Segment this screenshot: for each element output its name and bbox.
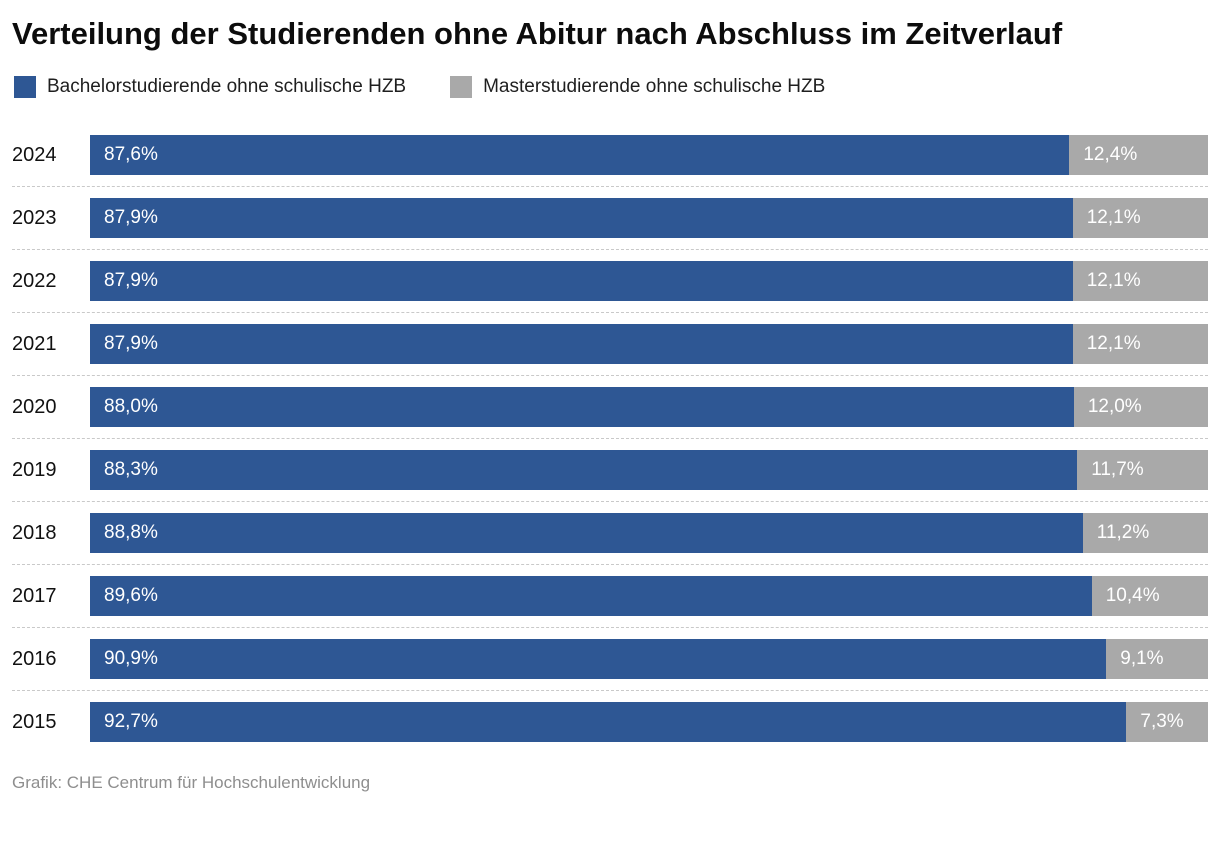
bar-segment-bachelor: 87,9% [90,198,1073,239]
year-label: 2022 [12,269,57,292]
bar-value-label: 7,3% [1140,711,1184,733]
chart-rows: 2024 87,6% 12,4% 2023 87,9% 12,1% 2022 87,9% 12,… [12,124,1208,753]
bar-segment-bachelor: 88,8% [90,513,1083,554]
bar-segment-master: 12,0% [1073,387,1208,428]
bar-value-label: 87,9% [104,270,158,292]
year-label: 2019 [12,458,57,481]
bar-track: 90,9% 9,1% [90,639,1208,680]
year-label: 2015 [12,710,57,733]
legend-swatch-icon [14,76,36,99]
bar-value-label: 12,4% [1083,144,1138,166]
bar-segment-bachelor: 89,6% [90,576,1092,617]
bar-value-label: 89,6% [104,585,158,607]
bar-track: 87,6% 12,4% [90,135,1208,176]
bar-value-label: 87,6% [104,144,158,166]
legend-item-label: Masterstudierende ohne schulische HZB [483,76,826,98]
bar-segment-master: 12,4% [1069,135,1208,176]
chart-row: 2017 89,6% 10,4% [12,565,1208,629]
bar-track: 87,9% 12,1% [90,261,1208,302]
chart-row: 2019 88,3% 11,7% [12,439,1208,503]
bar-track: 88,8% 11,2% [90,513,1208,554]
chart-row: 2024 87,6% 12,4% [12,124,1208,188]
chart-title: Verteilung der Studierenden ohne Abitur … [12,16,1063,51]
bar-value-label: 87,9% [104,333,158,355]
year-label: 2021 [12,332,57,355]
bar-track: 89,6% 10,4% [90,576,1208,617]
bar-value-label: 12,1% [1086,333,1141,355]
bar-segment-bachelor: 87,9% [90,324,1073,365]
bar-segment-bachelor: 87,6% [90,135,1070,176]
bar-segment-master: 12,1% [1072,261,1208,302]
bar-value-label: 12,0% [1087,396,1142,418]
year-label: 2020 [12,395,57,418]
bar-value-label: 88,8% [104,522,158,544]
chart-row: 2016 90,9% 9,1% [12,628,1208,692]
bar-value-label: 11,2% [1096,522,1150,544]
bar-value-label: 88,3% [104,459,158,481]
legend-item: Bachelorstudierende ohne schulische HZB [14,76,407,99]
year-label: 2024 [12,143,57,166]
year-label: 2023 [12,206,57,229]
chart-row: 2022 87,9% 12,1% [12,250,1208,314]
chart-row: 2018 88,8% 11,2% [12,502,1208,566]
bar-segment-bachelor: 88,3% [90,450,1078,491]
chart-source-credit: Grafik: CHE Centrum für Hochschulentwick… [12,773,371,793]
bar-segment-master: 12,1% [1072,324,1208,365]
chart-row: 2020 88,0% 12,0% [12,376,1208,440]
bar-segment-bachelor: 92,7% [90,702,1127,743]
bar-segment-master: 9,1% [1106,639,1208,680]
bar-segment-master: 11,7% [1077,450,1208,491]
legend: Bachelorstudierende ohne schulische HZB M… [14,76,1208,99]
bar-track: 88,0% 12,0% [90,387,1208,428]
bar-track: 88,3% 11,7% [90,450,1208,491]
bar-segment-master: 12,1% [1072,198,1208,239]
bar-value-label: 90,9% [104,648,158,670]
bar-value-label: 9,1% [1120,648,1164,670]
chart-row: 2023 87,9% 12,1% [12,187,1208,251]
bar-segment-bachelor: 88,0% [90,387,1074,428]
chart-row: 2015 92,7% 7,3% [12,691,1208,753]
year-label: 2016 [12,647,57,670]
bar-value-label: 88,0% [104,396,158,418]
legend-item-label: Bachelorstudierende ohne schulische HZB [47,76,407,98]
year-label: 2017 [12,584,57,607]
bar-segment-bachelor: 90,9% [90,639,1107,680]
bar-value-label: 12,1% [1086,270,1141,292]
legend-swatch-icon [450,76,473,99]
bar-value-label: 92,7% [104,711,158,733]
bar-value-label: 10,4% [1105,585,1160,607]
bar-segment-master: 7,3% [1126,702,1208,743]
bar-segment-bachelor: 87,9% [90,261,1073,302]
bar-value-label: 87,9% [104,207,158,229]
chart-row: 2021 87,9% 12,1% [12,313,1208,377]
bar-segment-master: 10,4% [1091,576,1208,617]
bar-segment-master: 11,2% [1082,513,1208,554]
bar-track: 92,7% 7,3% [90,702,1208,743]
year-label: 2018 [12,521,57,544]
bar-value-label: 12,1% [1086,207,1141,229]
bar-track: 87,9% 12,1% [90,324,1208,365]
bar-value-label: 11,7% [1091,459,1144,481]
legend-item: Masterstudierende ohne schulische HZB [450,76,826,99]
bar-track: 87,9% 12,1% [90,198,1208,239]
